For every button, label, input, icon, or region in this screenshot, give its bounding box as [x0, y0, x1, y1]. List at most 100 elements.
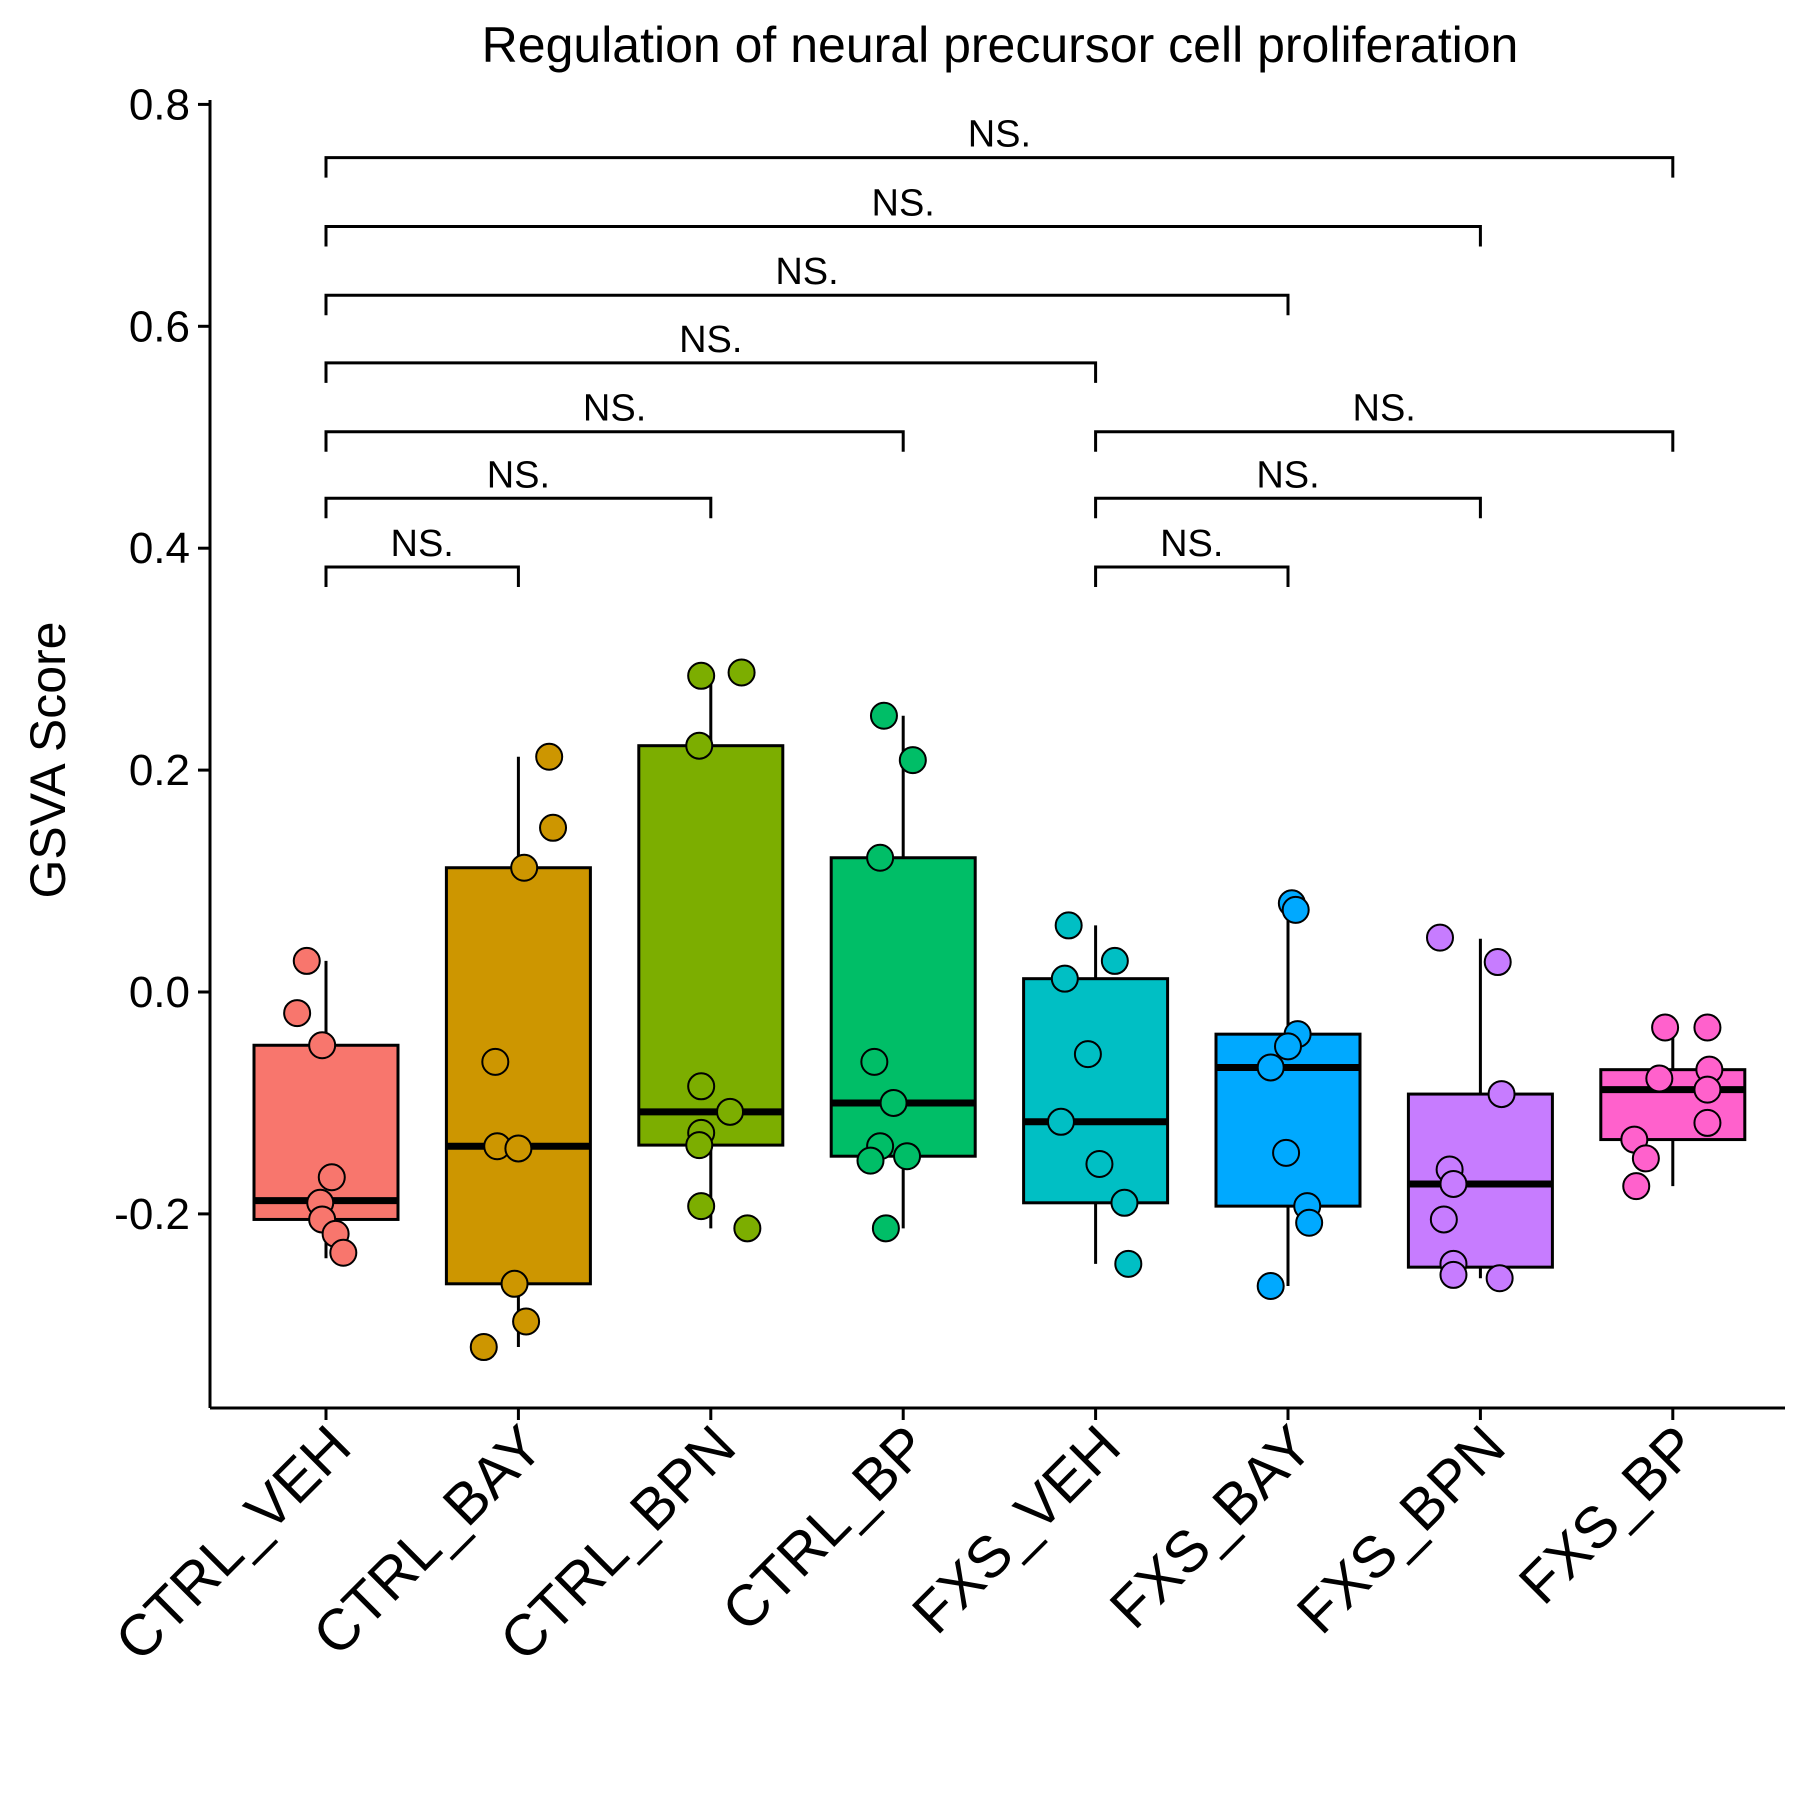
data-point	[716, 1097, 745, 1126]
data-point	[1631, 1144, 1660, 1173]
bracket	[324, 224, 1482, 247]
data-point	[317, 1163, 346, 1192]
data-point	[1046, 1107, 1075, 1136]
data-point	[727, 658, 756, 687]
data-point	[1256, 1053, 1285, 1082]
significance-label: NS.	[487, 454, 550, 496]
data-point	[1622, 1172, 1651, 1201]
data-point	[1100, 946, 1129, 975]
data-point	[685, 731, 714, 760]
x-tick-label: CTRL_BP	[710, 1413, 941, 1644]
data-point	[869, 701, 898, 730]
significance-label: NS.	[1353, 388, 1416, 430]
data-point	[1483, 948, 1512, 977]
data-point	[308, 1031, 337, 1060]
data-point	[898, 746, 927, 775]
bracket	[1094, 430, 1675, 452]
box	[1214, 1032, 1362, 1208]
data-point	[687, 1192, 716, 1221]
data-point	[1054, 911, 1083, 940]
data-point	[1645, 1064, 1674, 1093]
significance-label: NS.	[1256, 454, 1319, 496]
data-point	[1439, 1169, 1468, 1198]
data-point	[893, 1142, 922, 1171]
bracket	[1094, 496, 1482, 519]
significance-label: NS.	[775, 251, 838, 293]
data-point	[860, 1047, 889, 1076]
significance-label: NS.	[872, 182, 935, 224]
data-point	[510, 853, 539, 882]
data-point	[1085, 1149, 1114, 1178]
y-tick-label: 0.4	[129, 524, 190, 573]
data-point	[1693, 1108, 1722, 1137]
data-point	[1425, 923, 1454, 952]
box	[444, 866, 592, 1286]
significance-label: NS.	[679, 319, 742, 361]
significance-label: NS.	[968, 114, 1031, 156]
data-point	[866, 843, 895, 872]
data-point	[687, 1072, 716, 1101]
data-point	[1693, 1075, 1722, 1104]
data-point	[1295, 1208, 1324, 1237]
y-tick-label: 0.6	[129, 302, 190, 351]
data-point	[535, 742, 564, 771]
data-point	[481, 1047, 510, 1076]
data-point	[879, 1088, 908, 1117]
y-tick-label: 0.2	[129, 746, 190, 795]
y-tick-label: 0.0	[129, 968, 190, 1017]
y-tick-label: -0.2	[114, 1190, 190, 1239]
bracket	[324, 293, 1290, 316]
data-point	[283, 999, 312, 1028]
plot-area: NS. NS. NS. NS. NS. NS. NS. NS. NS. NS.	[252, 114, 1747, 1362]
data-point	[539, 813, 568, 842]
data-point	[856, 1146, 885, 1175]
data-point	[1485, 1264, 1514, 1293]
x-tick-label: FXS_BPN	[1285, 1413, 1518, 1646]
data-point	[1272, 1138, 1301, 1167]
data-point	[1256, 1272, 1285, 1301]
box-fxs-bpn	[1406, 938, 1554, 1279]
data-point	[469, 1333, 498, 1362]
data-point	[504, 1134, 533, 1163]
data-point	[685, 1131, 714, 1160]
data-point	[329, 1238, 358, 1267]
significance-label: NS.	[583, 388, 646, 430]
data-point	[1651, 1013, 1680, 1042]
data-point	[1439, 1260, 1468, 1289]
y-axis-ticks: -0.2 0.0 0.2 0.4 0.6 0.8	[114, 80, 212, 1408]
significance-label: NS.	[1160, 523, 1223, 565]
data-point	[1693, 1013, 1722, 1042]
y-axis-label: GSVA Score	[20, 622, 76, 899]
x-axis-ticks: CTRL_VEHCTRL_BAYCTRL_BPNCTRL_BPFXS_VEHFX…	[103, 1406, 1785, 1673]
data-point	[1487, 1080, 1516, 1109]
data-point	[512, 1307, 541, 1336]
significance-label: NS.	[391, 523, 454, 565]
data-point	[1429, 1205, 1458, 1234]
data-point	[1050, 964, 1079, 993]
data-point	[871, 1214, 900, 1243]
data-point	[733, 1214, 762, 1243]
x-tick-label: FXS_BP	[1507, 1413, 1710, 1616]
x-tick-label: FXS_VEH	[900, 1413, 1133, 1646]
box-fxs-bp	[1599, 1027, 1747, 1187]
data-point	[292, 946, 321, 975]
data-point	[1114, 1249, 1143, 1278]
chart-title: Regulation of neural precursor cell prol…	[482, 17, 1519, 73]
significance-brackets: NS. NS. NS. NS. NS. NS. NS. NS. NS. NS.	[324, 114, 1675, 588]
y-tick-label: 0.8	[129, 80, 190, 129]
data-point	[1110, 1188, 1139, 1217]
data-point	[687, 661, 716, 690]
data-points	[283, 658, 1724, 1362]
bracket	[324, 565, 520, 588]
bracket	[1094, 565, 1290, 588]
data-point	[1274, 1032, 1302, 1061]
bracket	[324, 430, 905, 452]
bracket	[324, 361, 1098, 383]
box-fxs-veh	[1022, 925, 1170, 1264]
data-point	[1073, 1040, 1102, 1069]
bracket	[324, 496, 713, 519]
box-ctrl-bay	[444, 756, 592, 1348]
box-fxs-bay	[1214, 905, 1362, 1287]
data-point	[1281, 895, 1310, 924]
